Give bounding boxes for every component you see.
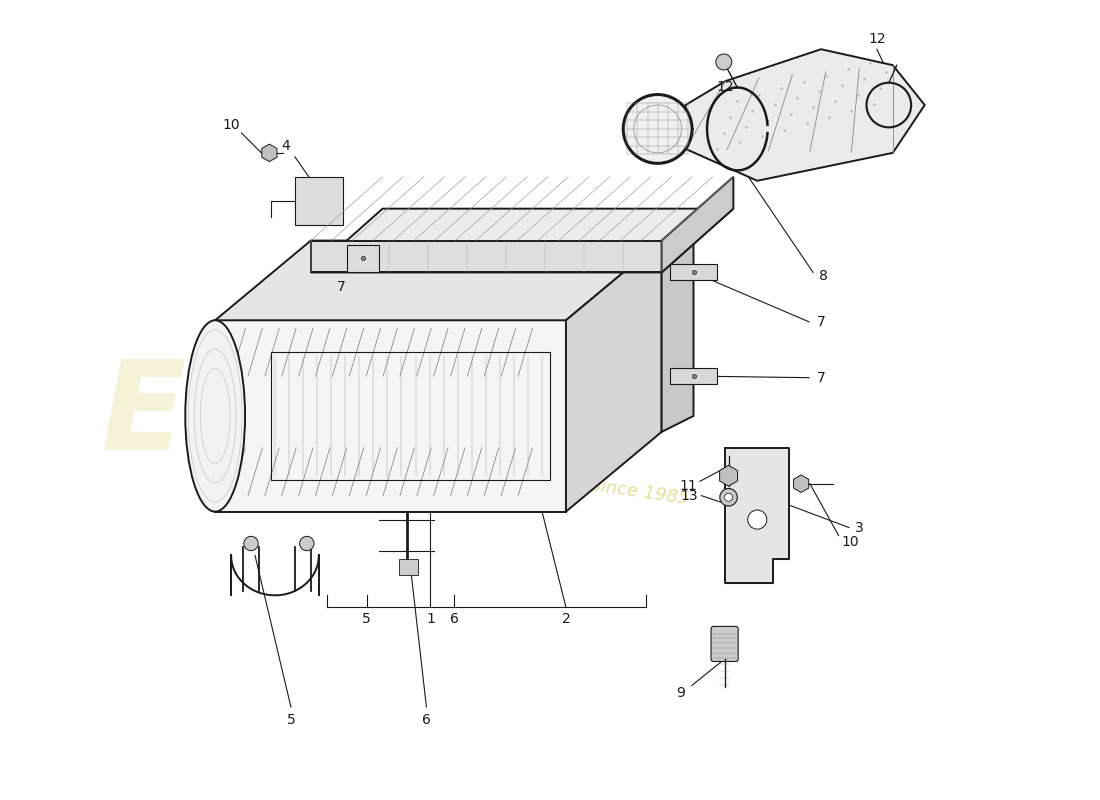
Polygon shape [661,225,693,432]
Text: 12: 12 [716,80,734,94]
Text: 9: 9 [676,686,685,700]
Text: 6: 6 [450,612,459,626]
Polygon shape [725,448,789,583]
Circle shape [748,510,767,529]
Ellipse shape [185,320,245,512]
Polygon shape [311,209,734,273]
Text: EURO: EURO [100,355,490,477]
Text: 10: 10 [840,535,859,549]
Circle shape [719,489,737,506]
Text: passion for porsche since 1985: passion for porsche since 1985 [410,451,690,508]
Text: 5: 5 [286,714,295,727]
Text: 1: 1 [426,612,434,626]
FancyBboxPatch shape [711,626,738,662]
Polygon shape [216,241,661,320]
Circle shape [299,536,314,550]
Circle shape [244,536,258,550]
Text: 11: 11 [680,479,697,493]
Text: 7: 7 [337,280,345,294]
Text: 7: 7 [816,315,825,329]
Text: 12: 12 [868,32,886,46]
Text: 13: 13 [681,489,698,502]
Text: 6: 6 [422,714,431,727]
Polygon shape [311,241,661,273]
Polygon shape [565,241,661,512]
Text: 8: 8 [820,270,828,283]
Polygon shape [216,320,565,512]
Ellipse shape [624,95,692,163]
Text: 3: 3 [855,521,864,534]
Text: 5: 5 [362,612,371,626]
Polygon shape [295,177,343,225]
Text: 4: 4 [280,139,289,154]
Polygon shape [670,368,717,384]
Text: 2: 2 [562,612,570,626]
Polygon shape [670,265,717,281]
Polygon shape [661,177,734,273]
Circle shape [725,494,733,502]
Polygon shape [398,559,418,575]
Text: 10: 10 [222,118,240,132]
Polygon shape [685,50,925,181]
Polygon shape [346,245,378,273]
Text: 7: 7 [816,370,825,385]
Circle shape [716,54,732,70]
